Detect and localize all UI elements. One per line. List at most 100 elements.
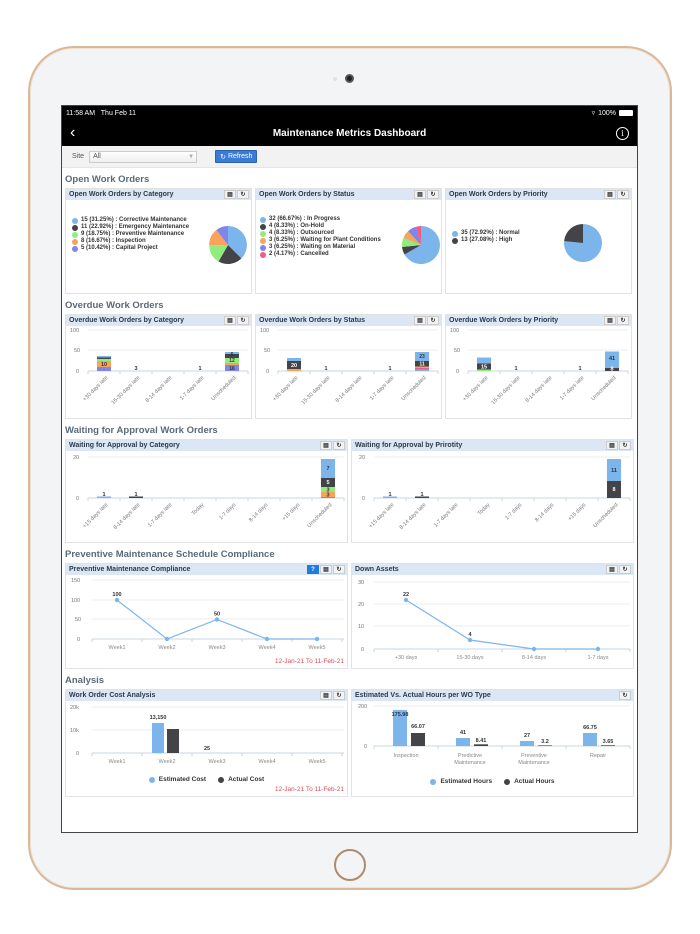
svg-text:27: 27	[524, 733, 530, 739]
table-view-icon[interactable]: ▤	[320, 441, 332, 450]
panel-header: Overdue Work Orders by Priority ▤ ↻	[446, 315, 631, 326]
chart-legend: Estimated Hours Actual Hours	[352, 778, 633, 785]
reload-icon[interactable]: ↻	[333, 691, 345, 700]
svg-text:8-14 days late: 8-14 days late	[113, 502, 142, 531]
table-view-icon[interactable]: ▤	[414, 316, 426, 325]
svg-text:1: 1	[578, 366, 581, 372]
svg-text:11: 11	[611, 468, 617, 474]
filter-toolbar: Site All ▼ ↻ Refresh	[62, 146, 637, 168]
reload-icon[interactable]: ↻	[333, 565, 345, 574]
svg-text:50: 50	[214, 612, 220, 618]
reload-icon[interactable]: ↻	[617, 316, 629, 325]
svg-text:1: 1	[134, 492, 137, 498]
refresh-label: Refresh	[227, 153, 253, 160]
svg-text:Repair: Repair	[590, 753, 606, 759]
svg-text:8-14 days: 8-14 days	[522, 655, 546, 661]
table-view-icon[interactable]: ▤	[606, 441, 618, 450]
panel-header: Open Work Orders by Status ▤ ↻	[256, 189, 441, 200]
legend-estimated-hours[interactable]: Estimated Hours	[430, 778, 492, 785]
home-button[interactable]	[334, 849, 366, 881]
table-view-icon[interactable]: ▤	[604, 190, 616, 199]
svg-text:1: 1	[198, 366, 201, 372]
svg-text:1-7 days: 1-7 days	[587, 655, 608, 661]
svg-text:+30 days late: +30 days late	[462, 375, 489, 402]
svg-text:10: 10	[101, 362, 107, 368]
svg-text:200: 200	[358, 704, 367, 710]
reload-icon[interactable]: ↻	[619, 691, 631, 700]
table-view-icon[interactable]: ▤	[320, 691, 332, 700]
svg-text:4: 4	[468, 632, 472, 638]
svg-text:30: 30	[358, 580, 364, 586]
chart-legend: Estimated Cost Actual Cost	[66, 776, 347, 783]
panel-title: Overdue Work Orders by Category	[69, 317, 185, 324]
table-view-icon[interactable]: ▤	[224, 190, 236, 199]
svg-text:1-7 days: 1-7 days	[218, 502, 237, 521]
panel-overdue-category: Overdue Work Orders by Category ▤ ↻ 100 50…	[65, 314, 252, 419]
svg-text:1-7 days late: 1-7 days late	[179, 375, 206, 402]
section-title-waiting: Waiting for Approval Work Orders	[65, 425, 218, 436]
reload-icon[interactable]: ↻	[619, 441, 631, 450]
panel-waiting-category: Waiting for Approval by Category ▤ ↻ 20 0 …	[65, 439, 348, 543]
legend-item: 13 (27.08%) : High	[461, 237, 513, 243]
panel-title: Work Order Cost Analysis	[69, 692, 156, 699]
panel-down-assets: Down Assets ▤ ↻ 30 20 10 0 22 4 +30 days 15-30…	[351, 563, 634, 669]
svg-text:Unscheduled: Unscheduled	[590, 375, 617, 402]
panel-overdue-priority: Overdue Work Orders by Priority ▤ ↻ 100 50…	[445, 314, 632, 419]
svg-text:25: 25	[204, 746, 210, 752]
table-view-icon[interactable]: ▤	[606, 565, 618, 574]
legend-label: Estimated Hours	[440, 778, 493, 785]
svg-text:1-7 days: 1-7 days	[504, 502, 523, 521]
reload-icon[interactable]: ↻	[237, 316, 249, 325]
help-button[interactable]: ?	[307, 565, 319, 574]
svg-text:41: 41	[460, 730, 466, 736]
reload-icon[interactable]: ↻	[427, 316, 439, 325]
waiting-row: Waiting for Approval by Category ▤ ↻ 20 0 …	[65, 439, 634, 543]
reload-icon[interactable]: ↻	[427, 190, 439, 199]
svg-text:Predictive: Predictive	[458, 753, 482, 759]
reload-icon[interactable]: ↻	[617, 190, 629, 199]
svg-text:0: 0	[364, 744, 367, 750]
svg-text:0: 0	[361, 647, 364, 653]
svg-text:20k: 20k	[70, 705, 79, 711]
reload-icon[interactable]: ↻	[237, 190, 249, 199]
table-view-icon[interactable]: ▤	[604, 316, 616, 325]
legend-estimated-cost[interactable]: Estimated Cost	[148, 776, 206, 783]
pm-row: Preventive Maintenance Compliance ? ▤ ↻ 15…	[65, 563, 634, 669]
reload-icon[interactable]: ↻	[333, 441, 345, 450]
analysis-row: Work Order Cost Analysis ▤ ↻ 20k 10k 0 13,1…	[65, 689, 634, 797]
svg-text:66.07: 66.07	[411, 724, 425, 730]
svg-text:8-14 days late: 8-14 days late	[399, 502, 428, 531]
reload-icon[interactable]: ↻	[619, 565, 631, 574]
svg-text:41: 41	[609, 356, 615, 362]
legend-actual-hours[interactable]: Actual Hours	[504, 778, 555, 785]
overdue-row: Overdue Work Orders by Category ▤ ↻ 100 50…	[65, 314, 633, 419]
svg-text:15-30 days late: 15-30 days late	[301, 375, 332, 406]
table-view-icon[interactable]: ▤	[320, 565, 332, 574]
svg-text:8-14 days late: 8-14 days late	[525, 375, 554, 404]
svg-text:100: 100	[71, 598, 80, 604]
svg-text:+15 days: +15 days	[281, 502, 301, 522]
svg-text:0: 0	[76, 496, 79, 502]
site-select[interactable]: All ▼	[89, 150, 198, 163]
panel-header: Work Order Cost Analysis ▤ ↻	[66, 690, 347, 701]
svg-text:Week4: Week4	[258, 759, 275, 765]
wifi-icon: ▿	[591, 110, 596, 117]
legend-item: 5 (10.42%) : Capital Project	[81, 245, 158, 251]
section-title-pm: Preventive Maintenance Schedule Complian…	[65, 549, 275, 560]
refresh-button[interactable]: ↻ Refresh	[215, 150, 258, 163]
panel-waiting-priority: Waiting for Approval by Prirotity ▤ ↻ 20 0…	[351, 439, 634, 543]
svg-text:100: 100	[70, 328, 79, 334]
info-icon[interactable]: i	[616, 126, 629, 140]
svg-text:Unscheduled: Unscheduled	[306, 502, 333, 529]
panel-header: Overdue Work Orders by Status ▤ ↻	[256, 315, 441, 326]
svg-text:50: 50	[74, 348, 80, 354]
table-view-icon[interactable]: ▤	[224, 316, 236, 325]
svg-text:+15 days: +15 days	[567, 502, 587, 522]
back-chevron-icon[interactable]: ‹	[70, 124, 76, 141]
table-view-icon[interactable]: ▤	[414, 190, 426, 199]
panel-open-category: Open Work Orders by Category ▤ ↻ 15 (31.2…	[65, 188, 252, 294]
svg-text:0: 0	[77, 637, 80, 643]
panel-title: Overdue Work Orders by Priority	[449, 317, 559, 324]
legend-actual-cost[interactable]: Actual Cost	[218, 776, 264, 783]
svg-text:1: 1	[324, 366, 327, 372]
